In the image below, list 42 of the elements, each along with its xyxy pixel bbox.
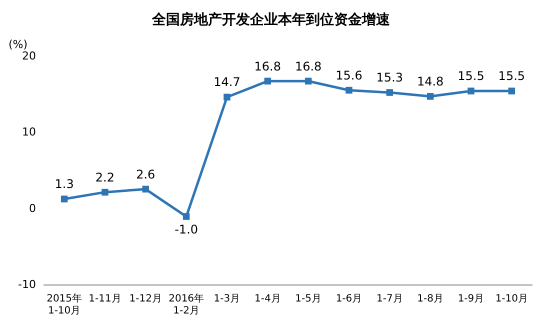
x-tick-label: 1-8月 — [417, 294, 444, 305]
point — [182, 213, 190, 220]
data-label: 15.3 — [376, 70, 404, 85]
x-tick-label: 1-5月 — [295, 294, 322, 305]
point — [224, 94, 230, 100]
chart-title: 全国房地产开发企业本年到位资金增速 — [151, 11, 391, 28]
point — [386, 89, 394, 96]
y-axis-title: (%) — [8, 38, 28, 52]
data-label: 2.2 — [95, 170, 115, 184]
point — [264, 78, 272, 85]
x-tick-label: 1-11月 — [88, 294, 122, 305]
y-tick-label: 20 — [22, 50, 36, 63]
data-label: -1.0 — [174, 222, 198, 237]
point — [60, 196, 68, 202]
y-tick-label: 0 — [28, 202, 36, 215]
y-tick-label: -10 — [18, 278, 36, 291]
data-label: 16.8 — [254, 59, 282, 74]
x-tick-label: 1-4月 — [254, 294, 281, 305]
data-label: 1.3 — [54, 177, 74, 192]
point — [468, 88, 474, 94]
x-tick-label: 1-3月 — [214, 294, 240, 305]
x-tick-label: 1-6月 — [336, 294, 362, 305]
point — [508, 88, 516, 94]
point — [304, 78, 312, 85]
data-label: 15.5 — [458, 69, 484, 84]
data-label: 15.6 — [336, 68, 362, 82]
data-label: 14.8 — [416, 74, 444, 88]
x-tick-label: 2016年 1-2月 — [168, 292, 204, 317]
x-tick-label: 2015年 1-10月 — [46, 292, 82, 317]
y-tick-label: 10 — [22, 126, 36, 139]
data-label: 15.5 — [498, 69, 526, 84]
data-label: 14.7 — [214, 75, 240, 90]
point — [346, 86, 352, 94]
data-label: 16.8 — [294, 59, 322, 74]
x-tick-label: 1-12月 — [129, 294, 162, 305]
x-tick-label: 1-9月 — [458, 294, 484, 305]
x-tick-label: 1-10月 — [495, 294, 528, 305]
x-tick-label: 1-7月 — [376, 294, 403, 305]
point — [102, 188, 108, 196]
data-label: 2.6 — [136, 167, 156, 182]
point — [426, 92, 434, 100]
point — [142, 186, 150, 193]
